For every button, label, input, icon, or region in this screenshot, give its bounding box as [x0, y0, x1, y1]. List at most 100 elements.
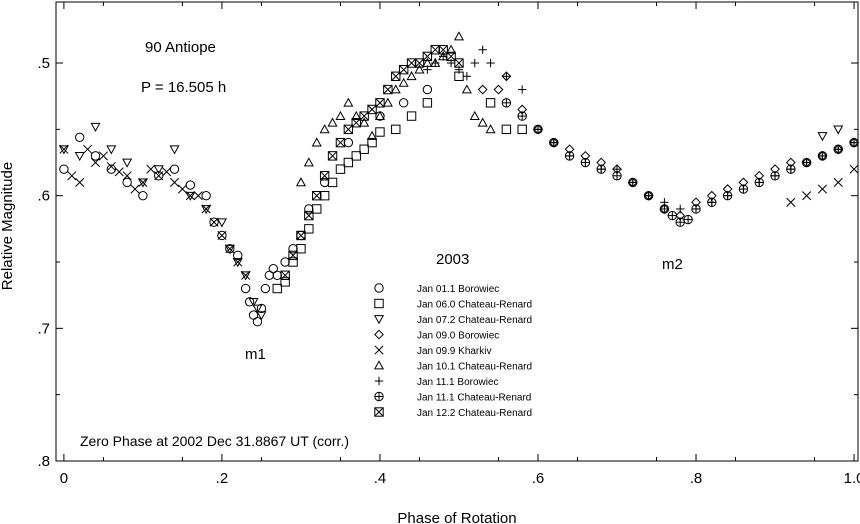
data-point: [343, 137, 354, 148]
legend-entry: Jan 12.2 Chateau-Renard: [374, 407, 532, 419]
data-point: [169, 145, 180, 155]
data-point: [628, 177, 638, 188]
data-point: [485, 124, 496, 134]
data-point: [240, 283, 251, 294]
data-point: [335, 110, 346, 120]
data-point: [612, 171, 622, 181]
data-point: [288, 257, 298, 267]
data-point: [351, 118, 361, 128]
data-point: [106, 161, 116, 172]
data-point: [122, 158, 133, 168]
data-point: [351, 110, 362, 120]
data-point: [422, 84, 433, 95]
legend-entry: Jan 11.1 Chateau-Renard: [374, 391, 531, 404]
data-point: [296, 230, 306, 241]
data-point: [256, 303, 267, 314]
data-point: [359, 117, 370, 127]
data-point: [470, 58, 479, 68]
data-point: [90, 157, 101, 168]
data-point: [280, 257, 290, 267]
data-point: [438, 45, 448, 55]
data-point: [130, 184, 140, 194]
data-point: [312, 190, 322, 201]
data-point: [391, 124, 401, 135]
data-point: [359, 144, 369, 154]
legend-label: Jan 11.1 Chateau-Renard: [417, 393, 531, 404]
data-point: [802, 191, 812, 201]
data-point: [201, 190, 211, 201]
data-point: [232, 258, 243, 268]
data-point: [786, 197, 796, 207]
data-point: [216, 218, 227, 228]
legend-entry: Jan 09.0 Borowiec: [374, 329, 499, 342]
data-point: [422, 98, 433, 108]
x-axis-title: Phase of Rotation: [397, 510, 516, 524]
legend-label: Jan 09.0 Borowiec: [417, 331, 499, 342]
x-tick-label: 0: [60, 470, 68, 487]
data-point: [517, 111, 527, 121]
data-point: [106, 145, 117, 155]
legend-marker: [374, 345, 384, 355]
data-point: [486, 58, 495, 68]
data-point: [343, 157, 354, 168]
y-tick-label: .7: [37, 320, 50, 337]
data-point: [430, 45, 440, 55]
data-point: [153, 165, 164, 175]
data-point: [288, 250, 298, 261]
data-point: [295, 177, 306, 187]
data-point: [319, 124, 330, 134]
minimum-2-label: m2: [662, 256, 683, 273]
data-point: [398, 77, 409, 87]
data-point: [185, 180, 196, 190]
data-point: [359, 111, 369, 121]
data-point: [327, 151, 338, 161]
zero-phase-label: Zero Phase at 2002 Dec 31.8867 UT (corr.…: [80, 433, 349, 449]
data-point: [193, 191, 203, 201]
data-point: [185, 191, 196, 201]
axis-ticks: 0 .2 .4 .6 .8 1.0 .5 .6 .7 .8: [37, 2, 860, 487]
data-point: [722, 190, 733, 201]
data-point: [580, 157, 591, 168]
data-point: [217, 230, 227, 241]
y-axis-title: Relative Magnitude: [0, 162, 16, 290]
data-point: [154, 171, 164, 181]
data-point: [311, 137, 322, 147]
data-point: [849, 137, 859, 148]
data-point: [252, 304, 263, 314]
data-point: [256, 311, 267, 321]
plot-frame: [55, 1, 859, 462]
data-point: [683, 214, 693, 225]
data-point: [446, 51, 456, 62]
data-point: [162, 167, 172, 177]
data-point: [248, 297, 259, 308]
data-point: [446, 58, 456, 68]
data-point: [367, 137, 377, 148]
data-point: [667, 210, 678, 221]
data-point: [738, 184, 749, 194]
y-tick-label: .8: [37, 453, 50, 470]
legend-label: Jan 01.1 Borowiec: [417, 284, 499, 295]
data-point: [98, 151, 108, 161]
data-point: [517, 124, 527, 135]
data-point: [296, 244, 306, 254]
data-point: [122, 171, 132, 181]
data-point: [319, 177, 330, 188]
data-point: [303, 157, 314, 167]
data-point: [414, 58, 425, 68]
data-point: [106, 164, 117, 174]
data-point: [833, 144, 843, 154]
legend-marker: [374, 391, 384, 402]
legend-marker: [374, 283, 384, 293]
data-point: [517, 85, 527, 94]
data-point: [454, 58, 464, 68]
y-tick-label: .5: [37, 55, 50, 72]
data-point: [169, 177, 180, 187]
data-point: [390, 84, 401, 94]
data-point: [260, 283, 271, 294]
series-1: [59, 84, 433, 327]
data-point: [185, 191, 195, 201]
data-point: [391, 71, 401, 81]
data-point: [477, 84, 488, 95]
data-point: [319, 171, 330, 181]
data-point: [351, 151, 361, 161]
